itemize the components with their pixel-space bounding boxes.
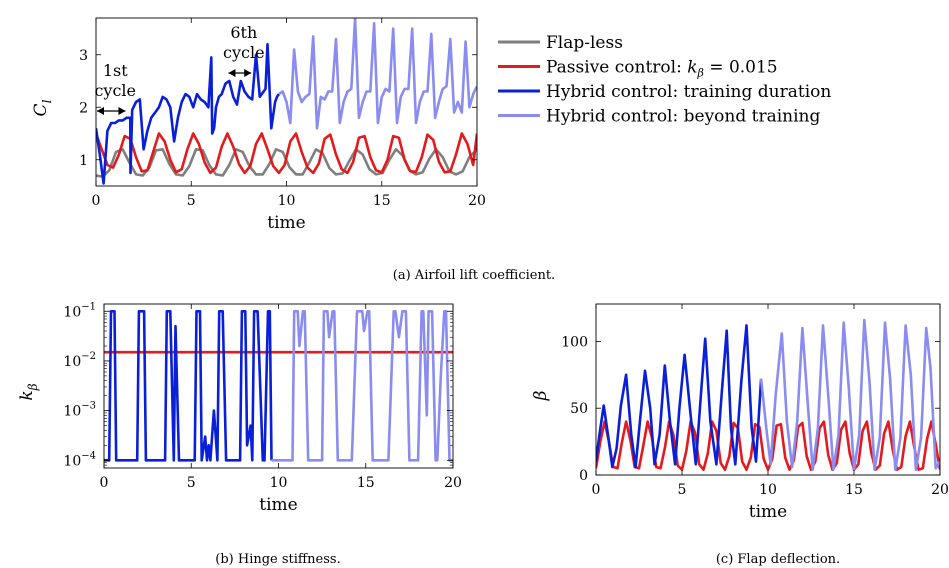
x-tick-label: 15 xyxy=(357,475,375,491)
series-group xyxy=(96,18,477,185)
y-axis-label: kβ xyxy=(17,383,40,400)
x-tick-label: 10 xyxy=(278,193,296,209)
x-tick-label: 20 xyxy=(931,482,949,498)
series-line-2 xyxy=(759,318,940,472)
x-tick-label: 20 xyxy=(468,193,486,209)
caption-stiffness: (b) Hinge stiffness. xyxy=(215,552,340,567)
x-tick-label: 10 xyxy=(270,475,288,491)
series-line-1 xyxy=(596,324,763,469)
series-line-2 xyxy=(271,309,453,462)
arrow-head-left xyxy=(97,107,104,115)
arrow-head-left xyxy=(228,69,236,77)
x-axis-label: time xyxy=(267,213,305,233)
x-tick-label: 20 xyxy=(444,475,462,491)
x-tick-label: 15 xyxy=(373,193,391,209)
y-tick-label: 10−2 xyxy=(63,351,96,370)
annotation-text: 1st xyxy=(103,61,128,80)
chart-flap-deflection: 0 5 10 15 20 0 50 100 time β xyxy=(531,303,949,522)
y-tick-label: 50 xyxy=(570,401,588,417)
y-axis-label: β xyxy=(531,390,551,401)
y-tick-label: 10−3 xyxy=(63,401,96,420)
caption-lift: (a) Airfoil lift coefficient. xyxy=(393,268,555,283)
y-tick-label: 10−1 xyxy=(63,301,96,320)
annotation-text: 6th xyxy=(230,23,257,42)
series-line-2 xyxy=(96,42,280,185)
chart-hinge-stiffness: 0 5 10 15 20 10−1 10−2 10−3 10−4 time kβ xyxy=(17,301,462,515)
x-tick-label: 5 xyxy=(187,193,196,209)
x-tick-label: 0 xyxy=(100,475,109,491)
legend-label-3: Hybrid control: beyond training xyxy=(546,107,821,127)
caption-deflection: (c) Flap deflection. xyxy=(716,552,840,567)
series-group xyxy=(596,318,940,472)
annotation-text: cycle xyxy=(223,43,265,62)
series-line-1 xyxy=(96,132,477,175)
x-tick-label: 10 xyxy=(759,482,777,498)
y-tick-label: 100 xyxy=(561,334,588,350)
annotation-text: cycle xyxy=(94,81,136,100)
y-tick-label: 1 xyxy=(79,153,88,169)
x-tick-label: 5 xyxy=(678,482,687,498)
x-tick-label: 0 xyxy=(92,193,101,209)
x-axis-label: time xyxy=(259,495,297,515)
series-line-3 xyxy=(278,18,477,130)
y-tick-label: 0 xyxy=(579,468,588,484)
x-tick-label: 15 xyxy=(845,482,863,498)
y-tick-label: 3 xyxy=(79,48,88,64)
legend-label-1: Passive control: kβ = 0.015 xyxy=(546,58,778,80)
series-line-1 xyxy=(104,309,273,462)
x-tick-label: 0 xyxy=(592,482,601,498)
legend-label-0: Flap-less xyxy=(546,33,623,53)
y-tick-label: 2 xyxy=(79,100,88,116)
arrow-head-right xyxy=(244,69,252,77)
series-group xyxy=(104,309,453,462)
x-axis-label: time xyxy=(749,502,787,522)
arrow-head-right xyxy=(118,107,126,115)
y-tick-label: 10−4 xyxy=(63,450,96,469)
x-tick-label: 5 xyxy=(187,475,196,491)
legend-label-2: Hybrid control: training duration xyxy=(546,82,831,102)
y-axis-label: Cl xyxy=(31,99,54,116)
